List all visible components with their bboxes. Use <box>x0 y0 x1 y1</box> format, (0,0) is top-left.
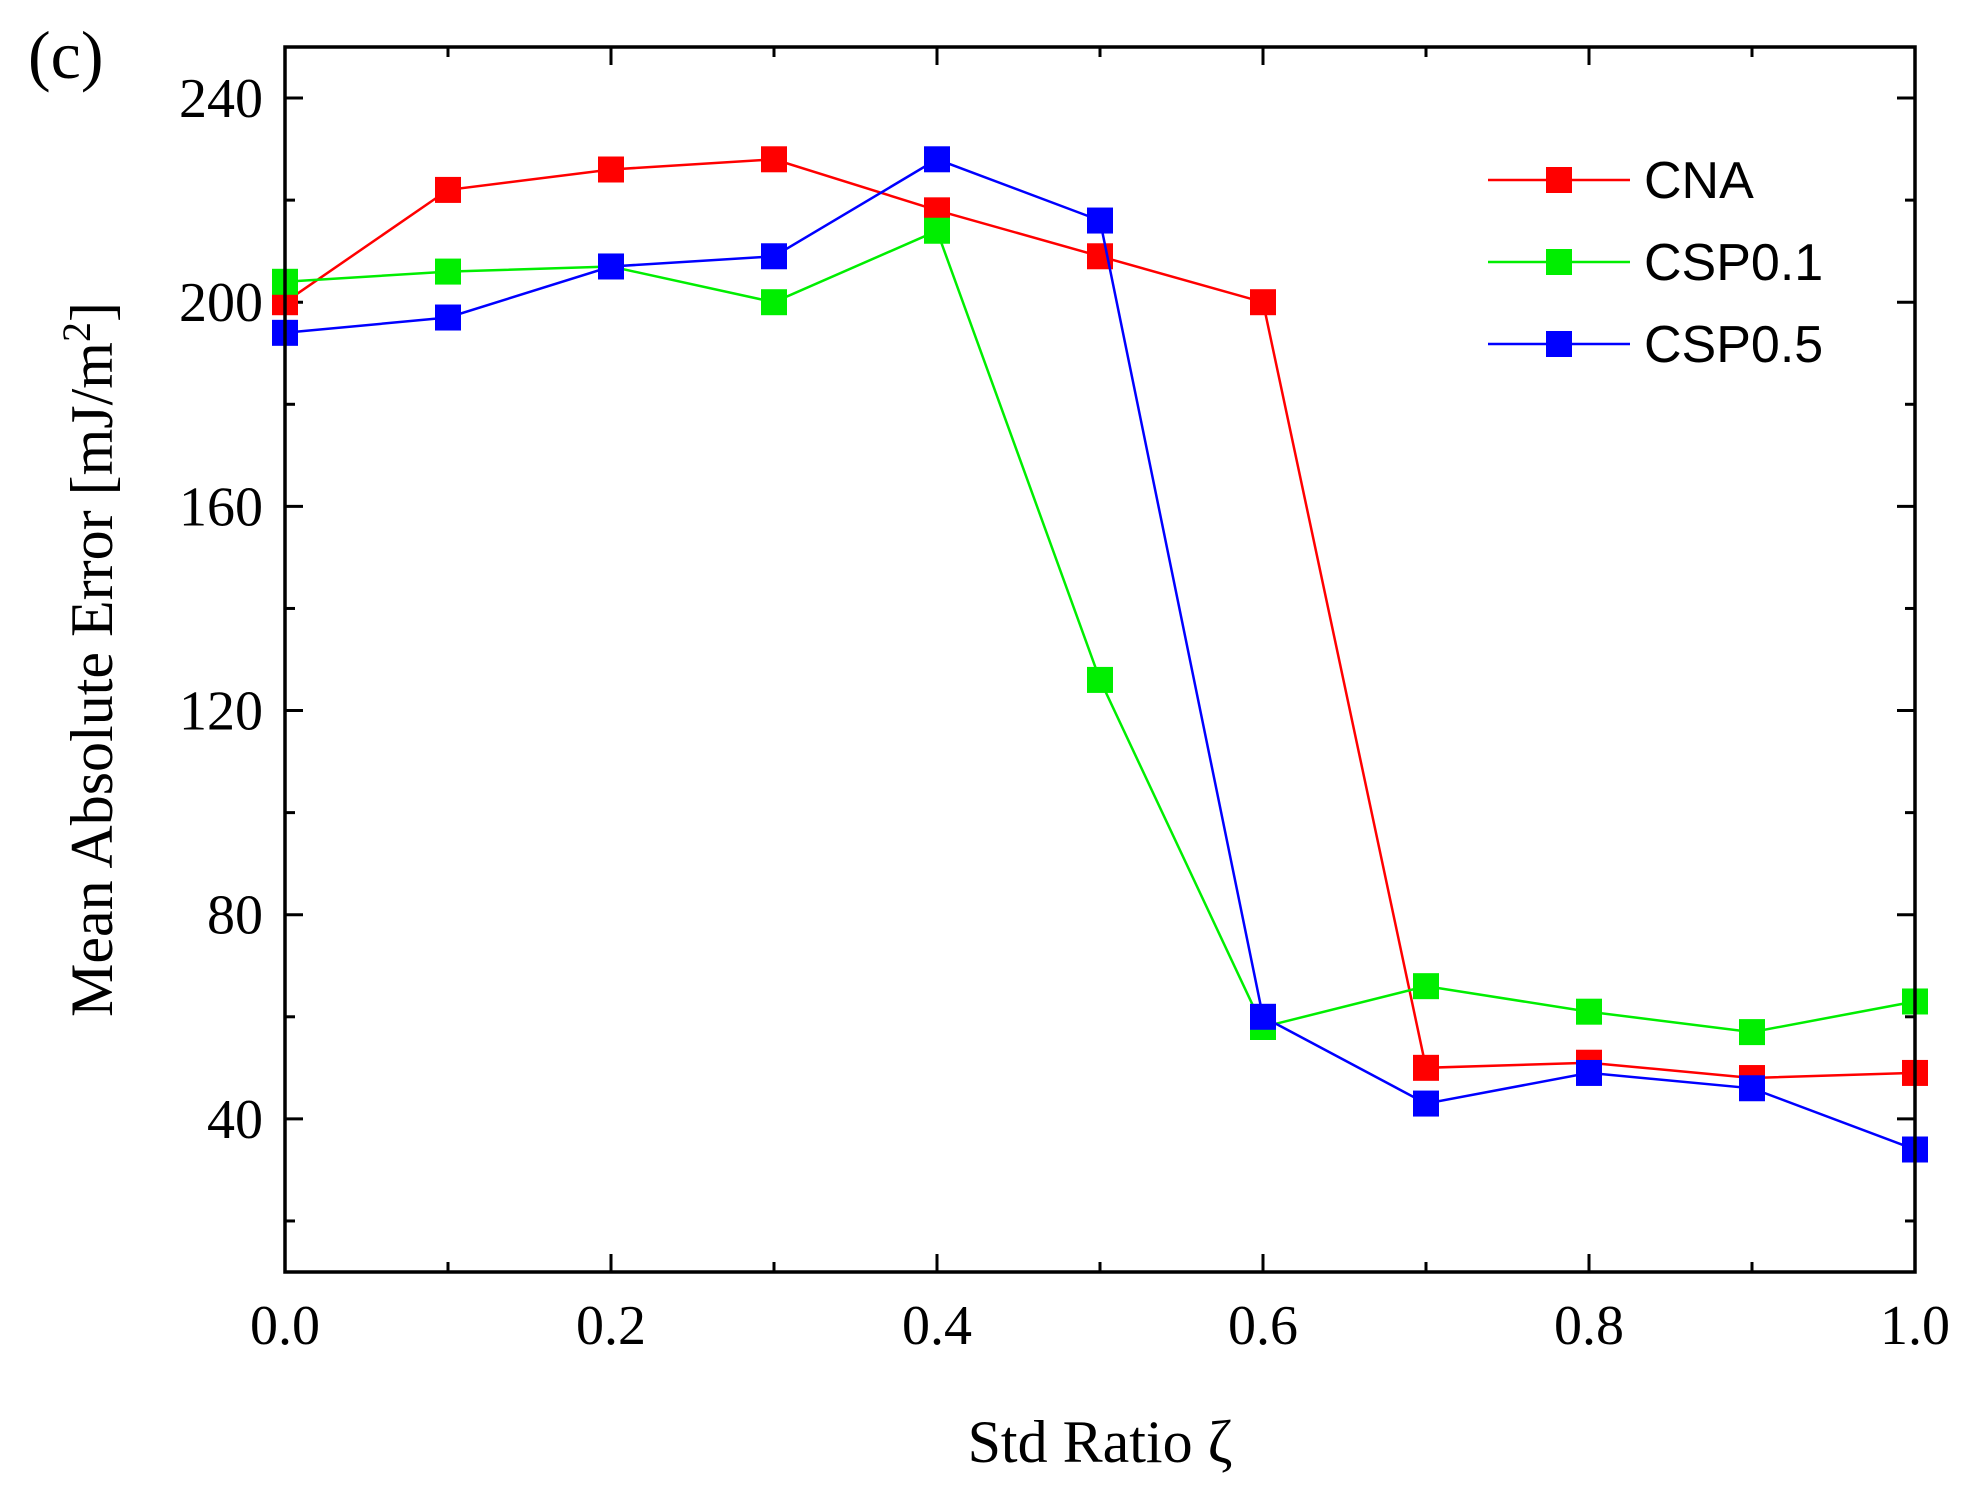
legend-marker <box>1546 331 1572 357</box>
series-line <box>284 158 1916 1080</box>
x-tick-label: 1.0 <box>1880 1295 1950 1357</box>
x-tick-label: 0.0 <box>250 1295 320 1357</box>
y-tick-label: 40 <box>207 1089 263 1151</box>
data-point <box>598 253 624 280</box>
x-axis-title: Std Ratio ζ <box>968 1409 1233 1475</box>
data-point <box>598 156 624 183</box>
ticks-layer: 0.0 0.2 0.4 0.6 0.8 1.0 40 80 120 160 200 240 <box>179 47 1950 1357</box>
x-tick-label: 0.8 <box>1554 1295 1624 1357</box>
data-point <box>1250 289 1276 316</box>
y-tick-label: 200 <box>179 272 263 334</box>
y-axis-title-close: ] <box>59 302 125 322</box>
y-tick-label: 240 <box>179 68 263 130</box>
data-point <box>435 304 461 331</box>
data-point <box>1413 1090 1439 1117</box>
data-point <box>761 243 787 270</box>
legend-label: CSP0.5 <box>1644 316 1823 374</box>
y-tick-label: 80 <box>207 885 263 947</box>
data-point <box>435 176 461 203</box>
data-point <box>1413 1054 1439 1081</box>
data-point <box>1739 1019 1765 1046</box>
data-point <box>761 146 787 173</box>
data-point <box>1576 998 1602 1025</box>
data-point <box>924 217 950 244</box>
legend-marker <box>1546 249 1572 275</box>
data-point <box>1087 207 1113 234</box>
legend-item: CSP0.5 <box>1488 316 1823 374</box>
y-tick-label: 160 <box>179 476 263 538</box>
data-point <box>1739 1075 1765 1102</box>
data-point <box>924 146 950 173</box>
legend-item: CNA <box>1488 152 1754 210</box>
legend: CNA CSP0.1 CSP0.5 <box>1488 152 1823 374</box>
series-line <box>284 157 1916 1151</box>
legend-item: CSP0.1 <box>1488 234 1823 292</box>
legend-label: CNA <box>1644 152 1754 210</box>
data-point <box>1087 666 1113 693</box>
data-point <box>1413 973 1439 1000</box>
y-axis-title-sup: 2 <box>54 322 99 342</box>
legend-marker <box>1546 167 1572 193</box>
data-point <box>435 258 461 285</box>
legend-label: CSP0.1 <box>1644 234 1823 292</box>
data-point <box>1576 1059 1602 1086</box>
data-point <box>761 289 787 316</box>
x-tick-label: 0.4 <box>902 1295 972 1357</box>
y-axis-title-main: Mean Absolute Error [mJ/m <box>59 342 125 1017</box>
x-tick-label: 0.2 <box>576 1295 646 1357</box>
plot-frame <box>283 45 1917 1274</box>
series-layer <box>272 146 1928 1163</box>
y-tick-label: 120 <box>179 681 263 743</box>
y-axis-title: Mean Absolute Error [mJ/m2] <box>54 302 125 1017</box>
data-point <box>1250 1003 1276 1030</box>
panel-label: (c) <box>28 17 103 93</box>
series-csp0-5 <box>272 146 1928 1163</box>
x-tick-label: 0.6 <box>1228 1295 1298 1357</box>
